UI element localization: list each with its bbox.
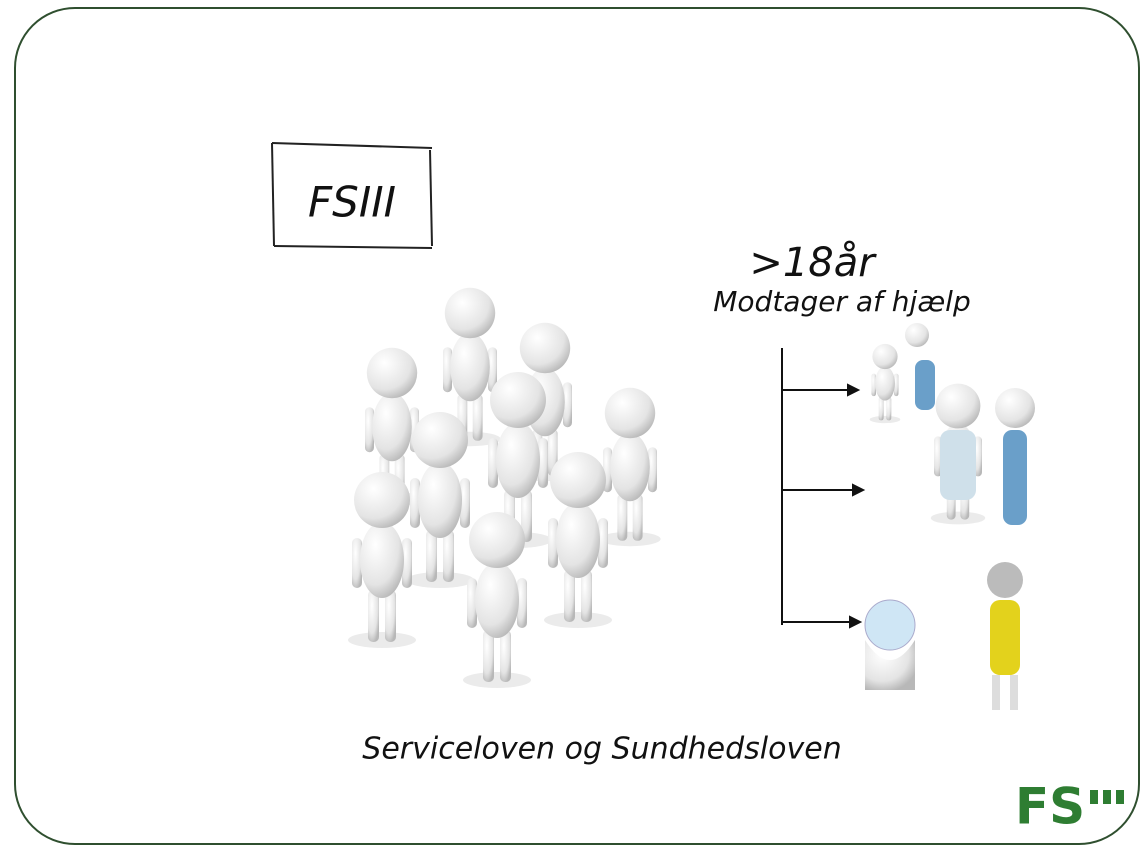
- logo-bars: [1090, 790, 1124, 804]
- care-images: [865, 323, 1035, 710]
- slide-frame: [15, 8, 1139, 844]
- slide: FSIII >18år Modtager af hjælp Servicelov…: [0, 0, 1142, 850]
- subtitle: Modtager af hjælp: [713, 285, 970, 318]
- page: FSIII >18år Modtager af hjælp Servicelov…: [0, 0, 1142, 850]
- age-label: >18år: [749, 240, 877, 286]
- crowd: [348, 288, 661, 688]
- arrows: [782, 348, 863, 627]
- box-label: FSIII: [308, 178, 396, 227]
- logo: FS: [1015, 778, 1085, 836]
- caption: Serviceloven og Sundhedsloven: [362, 732, 841, 767]
